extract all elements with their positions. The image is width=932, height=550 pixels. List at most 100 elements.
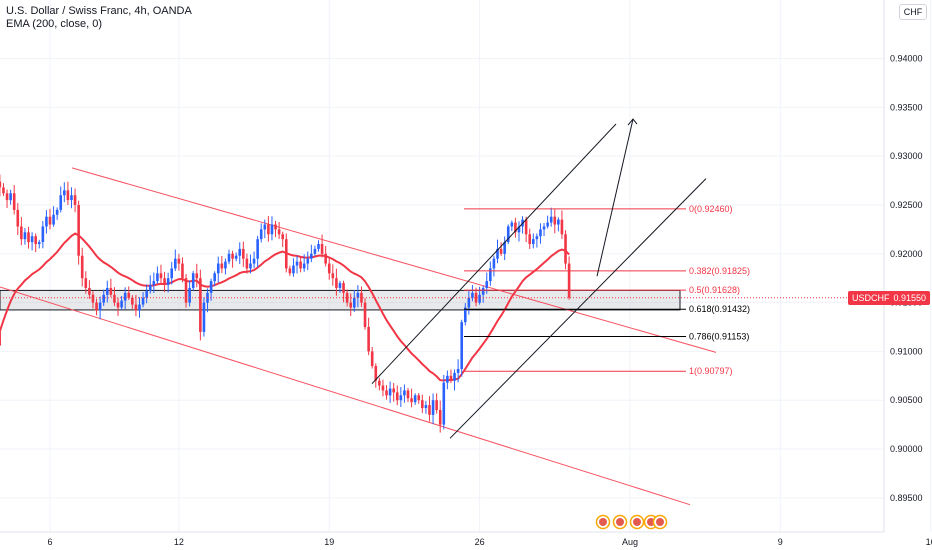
candle: [170, 261, 174, 285]
descending-channel[interactable]: [0, 167, 717, 506]
candle: [342, 280, 345, 303]
candle-body: [421, 400, 424, 409]
candle-body: [313, 248, 317, 254]
candle-body: [353, 297, 356, 308]
candle-body: [517, 226, 521, 233]
candle-body: [9, 193, 12, 201]
candle-body: [284, 239, 288, 269]
currency-button[interactable]: CHF: [899, 4, 927, 20]
time-axis[interactable]: 6121926Aug9162326Sep6: [47, 537, 932, 547]
candle: [417, 393, 421, 404]
candle: [421, 394, 424, 414]
candle-body: [463, 307, 467, 323]
candle: [474, 287, 478, 307]
price-axis[interactable]: 0.94000 0.93500 0.93000 0.92500 0.92000 0.915…: [890, 54, 923, 503]
candle: [514, 217, 517, 238]
event-flag-icon: [612, 514, 628, 530]
candle: [220, 255, 224, 274]
candle-body: [102, 294, 105, 303]
ascending-lower-line: [449, 178, 707, 439]
candle: [378, 377, 381, 391]
candle-body: [506, 226, 510, 243]
candle: [213, 271, 216, 287]
projection-arrow[interactable]: [596, 118, 638, 277]
candle-body: [503, 242, 506, 254]
candle: [435, 393, 438, 414]
candle-body: [567, 263, 571, 298]
time-tick-label: 12: [174, 537, 184, 547]
candle-body: [460, 322, 463, 369]
candle-body: [148, 285, 152, 291]
candle: [191, 271, 195, 291]
event-flag-dot: [647, 518, 655, 526]
candle-body: [356, 292, 360, 298]
candle-body: [335, 278, 338, 288]
fibonacci-retracement[interactable]: 0(0.92460) 0.382(0.91825) 0.5(0.91628) 0.61…: [464, 204, 750, 376]
candle-body: [399, 395, 403, 401]
candle: [424, 401, 428, 414]
ascending-channel[interactable]: [371, 123, 707, 439]
candle: [267, 216, 270, 242]
candle: [431, 393, 435, 425]
candle: [63, 182, 66, 203]
candle-body: [55, 209, 59, 215]
candle: [438, 400, 442, 433]
candle: [66, 181, 70, 205]
candle: [120, 296, 123, 310]
candle: [127, 286, 131, 300]
candle-body: [177, 258, 181, 264]
candle-body: [360, 292, 363, 303]
candle: [353, 289, 356, 312]
candle: [2, 183, 5, 197]
candle-body: [252, 258, 256, 264]
candles[interactable]: [0, 174, 571, 433]
candle: [52, 206, 55, 227]
candle: [542, 222, 546, 236]
candle-body: [342, 283, 345, 293]
candle: [449, 369, 453, 383]
candle: [181, 257, 184, 283]
candle: [517, 221, 521, 242]
candle: [20, 217, 23, 246]
candle-body: [48, 216, 52, 225]
candle: [388, 381, 392, 403]
candle: [45, 210, 48, 234]
indicator-legend[interactable]: EMA (200, close, 0): [6, 18, 102, 30]
candle: [231, 250, 234, 268]
candle-body: [528, 234, 532, 245]
candle: [446, 370, 449, 390]
candle: [288, 265, 292, 276]
fib-level-label: 0.5(0.91628): [689, 285, 740, 295]
candle: [335, 268, 338, 296]
candle-body: [263, 224, 267, 230]
candle-body: [310, 253, 313, 259]
candle: [256, 235, 259, 268]
candle: [360, 286, 363, 307]
candle: [385, 385, 388, 400]
time-tick-label: Aug: [622, 537, 638, 547]
candle: [0, 174, 2, 197]
candle-body: [388, 388, 392, 396]
candle-body: [320, 244, 324, 254]
candle: [37, 239, 41, 249]
candle: [156, 266, 159, 284]
candle-body: [113, 294, 116, 303]
candle-body: [199, 278, 202, 332]
candle: [299, 256, 302, 273]
candle: [16, 203, 20, 236]
gridlines: [0, 0, 932, 532]
candle-body: [256, 239, 259, 259]
candle: [209, 278, 213, 301]
candle: [310, 244, 313, 263]
candle: [478, 286, 481, 305]
candle-body: [163, 278, 166, 286]
support-zone[interactable]: [0, 289, 681, 311]
economic-events[interactable]: [595, 514, 668, 530]
candle-body: [560, 219, 564, 235]
candle-body: [5, 193, 9, 201]
candle-body: [539, 229, 542, 237]
candle-body: [410, 398, 413, 403]
candle-body: [234, 255, 238, 259]
candle-body: [184, 278, 188, 303]
